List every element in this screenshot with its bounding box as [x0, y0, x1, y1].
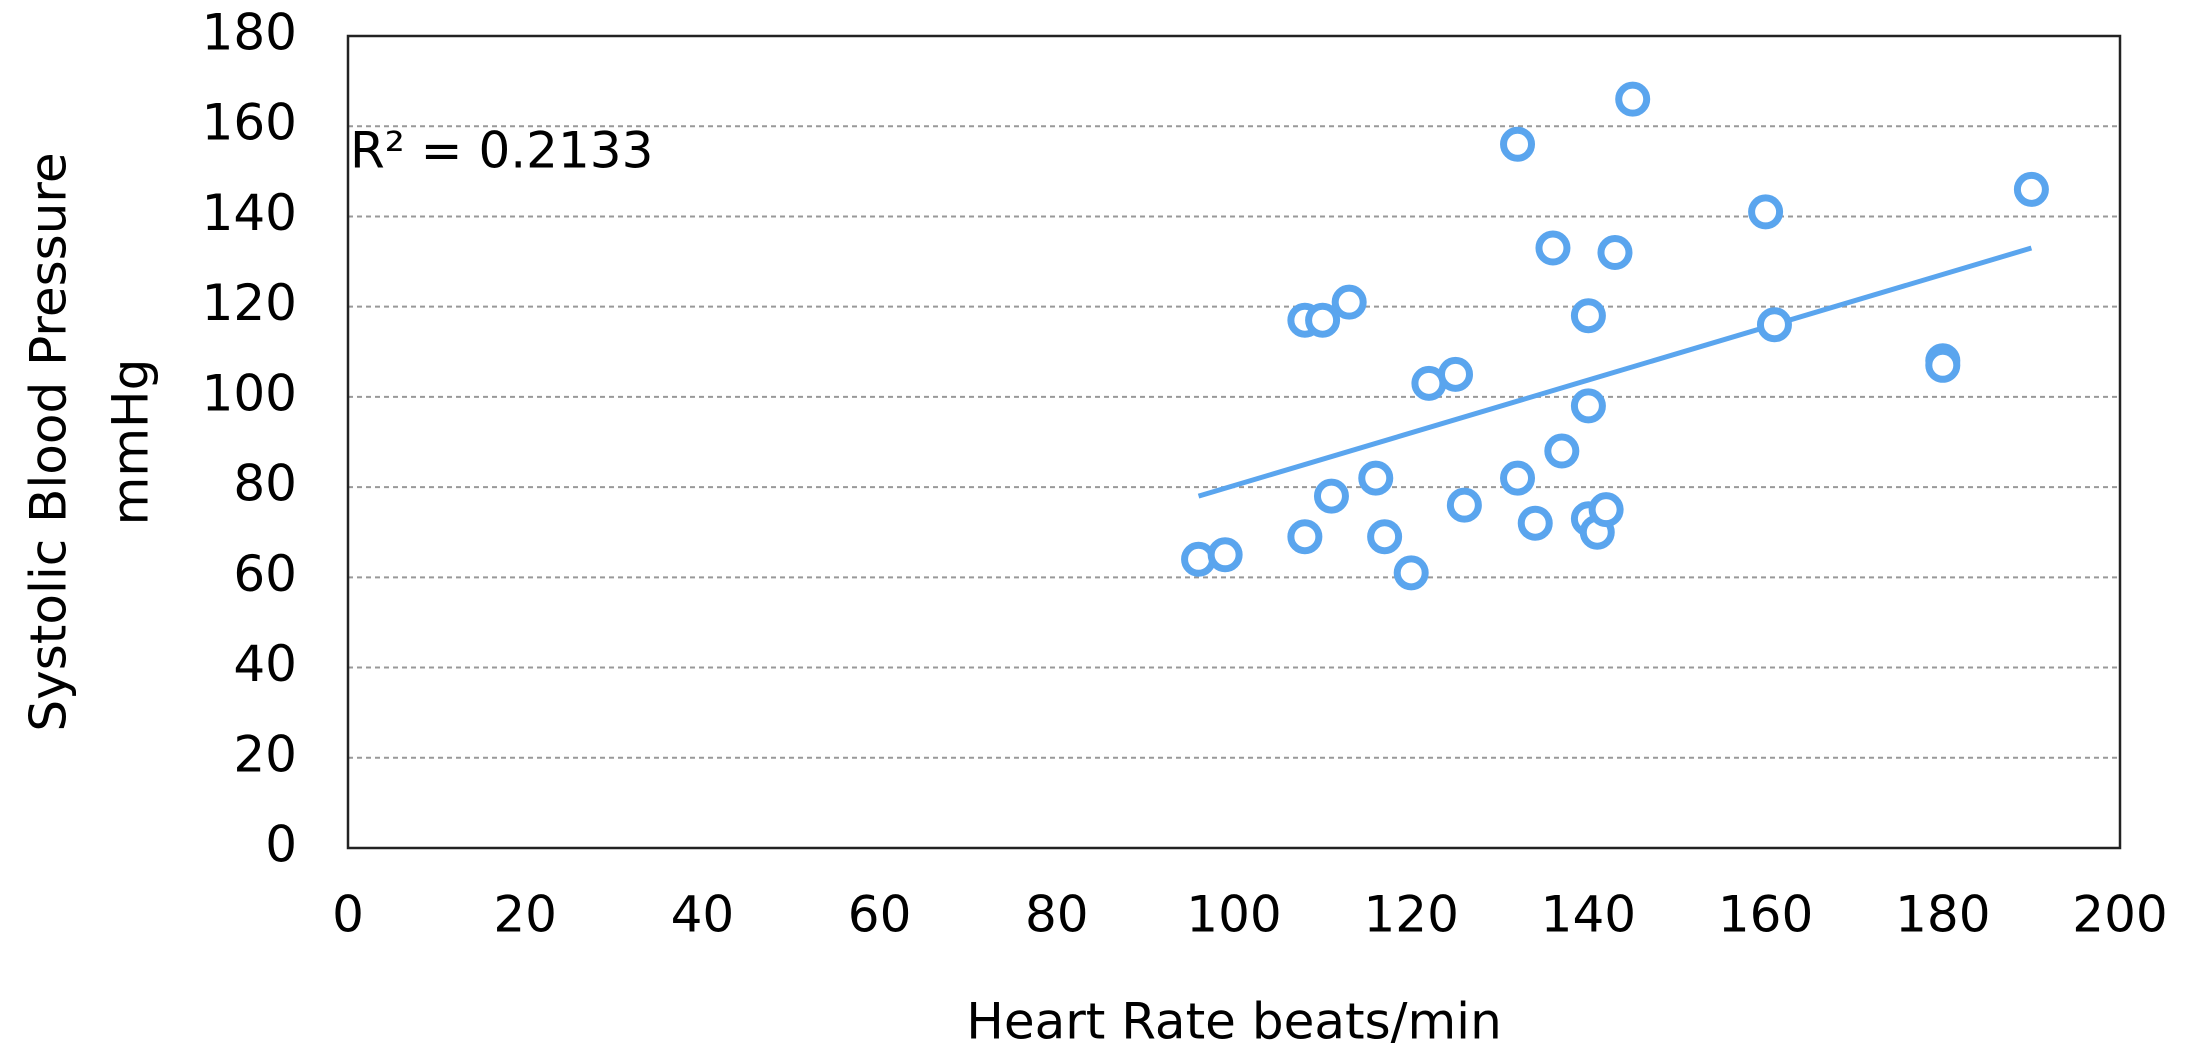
x-tick-label: 60: [848, 886, 912, 944]
point: [1287, 519, 1323, 555]
point: [2013, 171, 2049, 207]
point: [1207, 537, 1243, 573]
point: [1517, 505, 1553, 541]
point: [1748, 194, 1784, 230]
y-axis-label: Systolic Blood Pressure: [20, 152, 78, 731]
y-tick-label: 180: [202, 4, 297, 62]
point: [1597, 235, 1633, 271]
y-tick-label: 40: [233, 635, 297, 693]
point: [1367, 519, 1403, 555]
y-tick-label: 120: [202, 274, 297, 332]
y-tick-label: 0: [265, 816, 297, 874]
point: [1588, 492, 1624, 528]
y-tick-label: 160: [202, 94, 297, 152]
x-tick-label: 180: [1895, 886, 1990, 944]
point: [1570, 388, 1606, 424]
x-tick-label: 80: [1025, 886, 1089, 944]
point: [1535, 230, 1571, 266]
point: [1331, 284, 1367, 320]
point: [1313, 478, 1349, 514]
point: [1393, 555, 1429, 591]
point: [1544, 433, 1580, 469]
trendline: [1197, 245, 2033, 499]
x-axis-label: Heart Rate beats/min: [966, 993, 1502, 1051]
point: [1438, 356, 1473, 392]
x-tick-label: 120: [1363, 886, 1458, 944]
point: [1925, 347, 1961, 383]
x-tick-label: 100: [1186, 886, 1281, 944]
annotation: R² = 0.2133: [350, 122, 653, 180]
y-tick-label: 140: [202, 184, 297, 242]
x-tick-label: 200: [2072, 886, 2167, 944]
x-tick-label: 140: [1541, 886, 1636, 944]
point: [1570, 298, 1606, 334]
y-tick-label: 20: [233, 725, 297, 783]
y-axis-label: mmHg: [102, 359, 160, 526]
x-tick-label: 0: [332, 886, 364, 944]
point: [1615, 81, 1651, 117]
point: [1305, 302, 1341, 338]
point: [1358, 460, 1394, 496]
y-tick-label: 100: [202, 364, 297, 422]
x-tick-label: 40: [671, 886, 735, 944]
x-tick-label: 20: [493, 886, 557, 944]
point: [1500, 460, 1536, 496]
point: [1756, 307, 1792, 343]
plot-border: [346, 34, 2122, 850]
point: [1446, 487, 1482, 523]
y-tick-label: 60: [233, 545, 297, 603]
x-tick-label: 160: [1718, 886, 1813, 944]
y-tick-label: 80: [233, 455, 297, 513]
point: [1500, 126, 1536, 162]
